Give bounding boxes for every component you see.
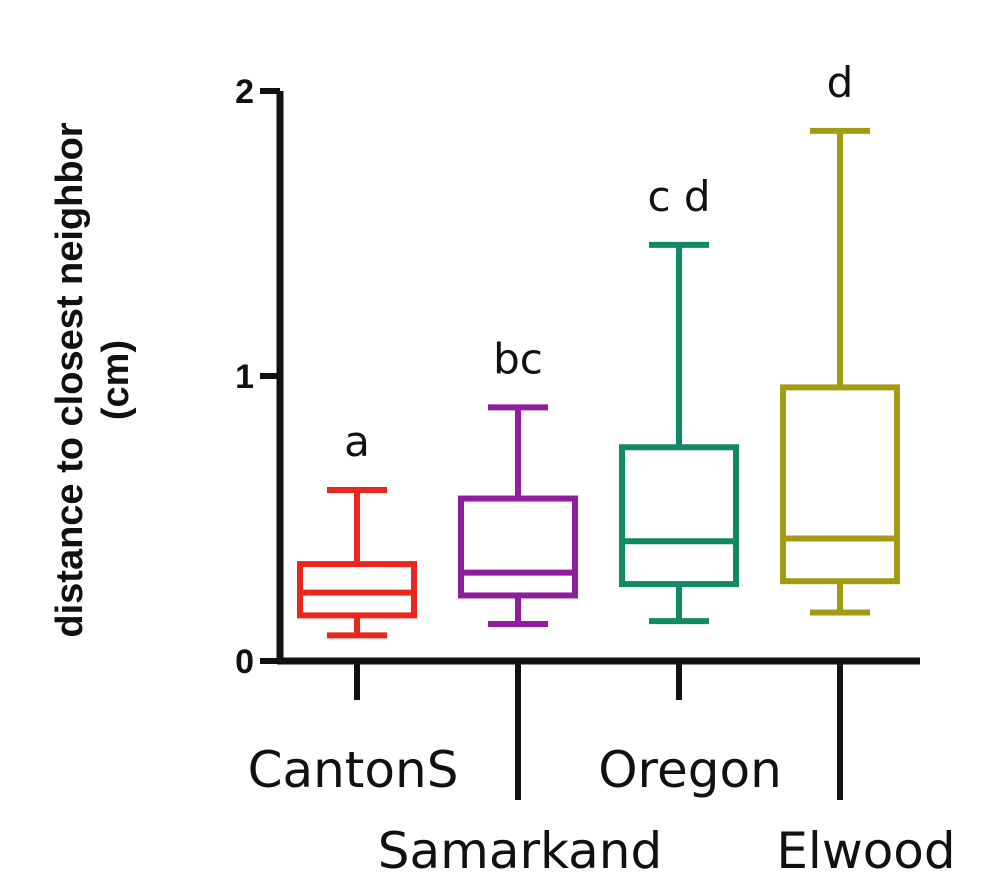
x-tick-label-oregon: Oregon — [598, 741, 782, 799]
box-samarkand: bc — [458, 334, 578, 627]
significance-label: a — [344, 417, 370, 466]
boxes: a bc c d d — [297, 58, 900, 639]
iqr-box — [458, 495, 578, 599]
y-axis-title-line-2: (cm) — [95, 340, 137, 420]
y-tick-label-0: 0 — [235, 643, 254, 681]
x-tick-label-samarkand: Samarkand — [378, 822, 662, 880]
x-tick-label-elwood: Elwood — [776, 822, 955, 880]
significance-label: c d — [647, 172, 710, 221]
significance-label: bc — [493, 334, 543, 383]
iqr-box — [780, 384, 900, 585]
y-ticks: 0 1 2 — [235, 73, 280, 681]
axes — [276, 91, 920, 665]
significance-label: d — [827, 58, 854, 107]
y-axis-title-line-1: distance to closest neighbor — [49, 122, 91, 637]
y-tick-label-1: 1 — [235, 358, 254, 396]
x-tick-label-cantons: CantonS — [248, 741, 459, 799]
category-labels: CantonS Samarkand Oregon Elwood — [248, 661, 956, 880]
y-tick-label-2: 2 — [235, 73, 254, 111]
box-elwood: d — [780, 58, 900, 616]
iqr-box — [619, 444, 739, 588]
box-oregon: c d — [619, 172, 739, 625]
y-axis-title: distance to closest neighbor (cm) — [49, 122, 137, 637]
box-cantons: a — [297, 417, 417, 639]
